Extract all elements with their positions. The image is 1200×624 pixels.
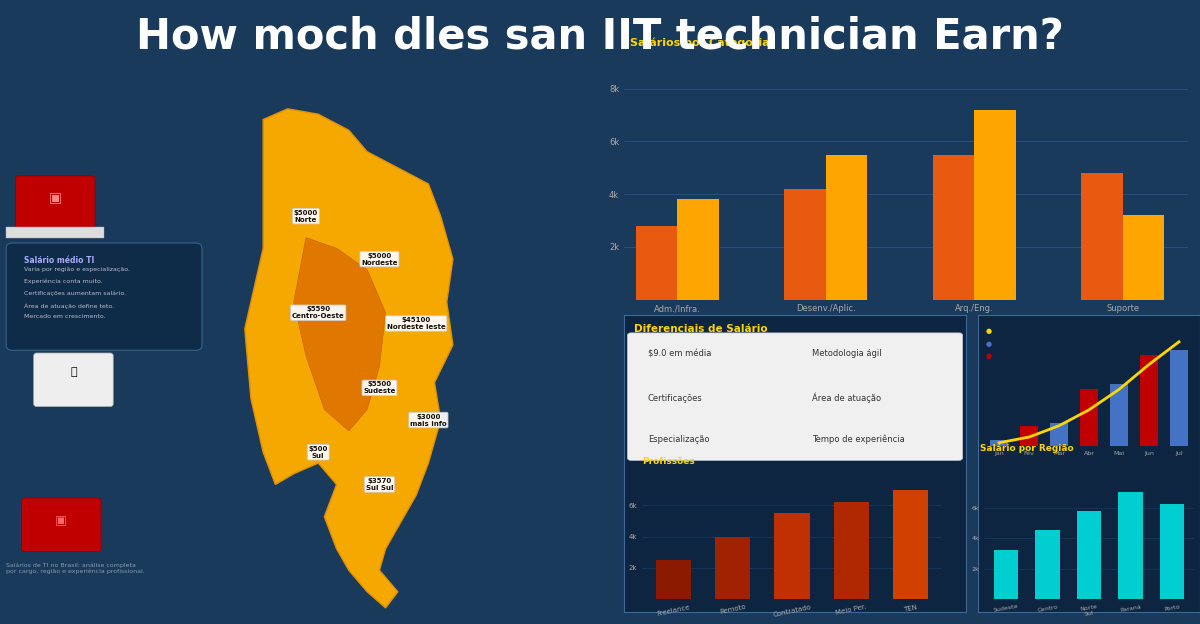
Text: ●: ● xyxy=(985,328,991,334)
Text: Diferenciais de Salário: Diferenciais de Salário xyxy=(635,324,768,334)
Text: Mercado em crescimento.: Mercado em crescimento. xyxy=(24,314,106,319)
Text: Certificações aumentam salário.: Certificações aumentam salário. xyxy=(24,291,127,296)
Text: $5000
Norte: $5000 Norte xyxy=(294,210,318,223)
FancyBboxPatch shape xyxy=(34,353,113,407)
Text: ●: ● xyxy=(985,353,991,359)
Text: $3570
Sul Sul: $3570 Sul Sul xyxy=(366,478,394,491)
Bar xyxy=(1036,530,1060,599)
Text: Certificações: Certificações xyxy=(648,394,703,402)
Text: Experiência conta muito.: Experiência conta muito. xyxy=(24,279,103,285)
Text: Área de atuação define teto.: Área de atuação define teto. xyxy=(24,303,115,308)
Bar xyxy=(1076,510,1102,599)
Text: Metodologia ágil: Metodologia ágil xyxy=(812,349,882,358)
Text: Especialização: Especialização xyxy=(648,435,709,444)
Text: $5500
Sudeste: $5500 Sudeste xyxy=(364,381,396,394)
Text: Salário médio TI: Salário médio TI xyxy=(24,256,95,265)
Bar xyxy=(826,155,868,300)
Bar xyxy=(1081,173,1123,300)
Bar xyxy=(1050,424,1068,446)
Bar xyxy=(893,490,929,599)
Text: Tempo de experiência: Tempo de experiência xyxy=(812,435,905,444)
Bar xyxy=(932,155,974,300)
Text: ●: ● xyxy=(985,341,991,347)
Bar xyxy=(636,226,678,300)
Bar xyxy=(1140,356,1158,446)
Text: Salário por Região: Salário por Região xyxy=(979,444,1074,453)
Bar xyxy=(994,550,1019,599)
Bar xyxy=(974,110,1016,300)
Bar xyxy=(1123,215,1164,300)
Bar xyxy=(715,537,750,599)
Text: ▣: ▣ xyxy=(55,513,67,526)
Text: $500
Sul: $500 Sul xyxy=(308,446,328,459)
Bar xyxy=(990,441,1008,446)
Bar xyxy=(678,200,719,300)
Bar xyxy=(774,513,810,599)
Text: $3000
mais info: $3000 mais info xyxy=(410,414,446,427)
Text: $9.0 em média: $9.0 em média xyxy=(648,349,712,358)
Bar xyxy=(1159,504,1184,599)
Text: Área de atuação: Área de atuação xyxy=(812,393,881,403)
FancyBboxPatch shape xyxy=(6,243,202,350)
Text: How moch dles san IIT technician Earn?: How moch dles san IIT technician Earn? xyxy=(136,16,1064,57)
FancyBboxPatch shape xyxy=(16,176,95,230)
Text: $5590
Centro-Oeste: $5590 Centro-Oeste xyxy=(292,306,344,319)
Bar xyxy=(834,502,869,599)
Bar xyxy=(1080,389,1098,446)
Text: $5000
Nordeste: $5000 Nordeste xyxy=(361,253,397,266)
FancyBboxPatch shape xyxy=(22,498,101,552)
Bar xyxy=(1118,492,1142,599)
Bar xyxy=(785,189,826,300)
Text: $45100
Nordeste leste: $45100 Nordeste leste xyxy=(386,317,445,330)
Polygon shape xyxy=(294,238,385,431)
Text: Varia por região e especialização.: Varia por região e especialização. xyxy=(24,267,131,272)
Text: Salários por Categoria: Salários por Categoria xyxy=(630,37,769,48)
Text: ▣: ▣ xyxy=(48,190,61,205)
Text: Salários de TI no Brasil: análise completa
por cargo, região e experiência profi: Salários de TI no Brasil: análise comple… xyxy=(6,562,145,574)
Bar xyxy=(655,560,691,599)
Polygon shape xyxy=(245,109,452,608)
Text: Profissões: Profissões xyxy=(642,457,695,466)
Text: 💻: 💻 xyxy=(70,367,77,377)
Bar xyxy=(1110,384,1128,446)
Bar xyxy=(1170,349,1188,446)
FancyBboxPatch shape xyxy=(6,227,104,238)
FancyBboxPatch shape xyxy=(628,333,962,461)
Bar xyxy=(1020,426,1038,446)
